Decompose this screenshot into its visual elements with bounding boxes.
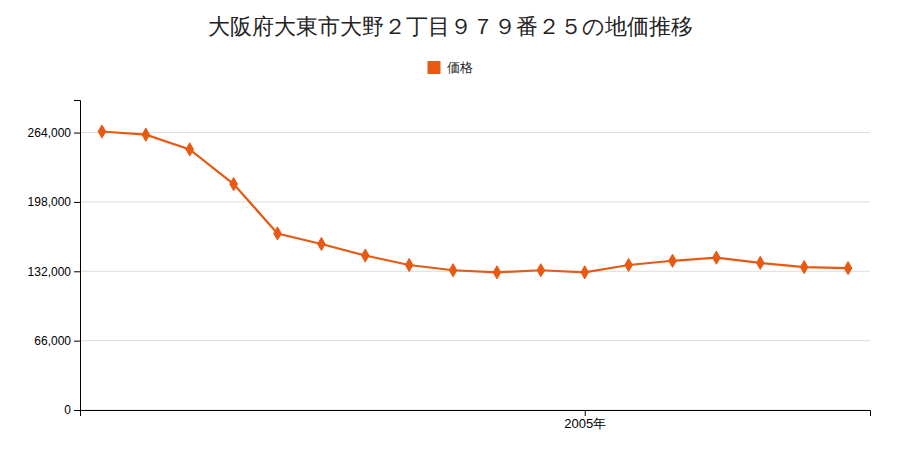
point — [844, 262, 852, 275]
plot: 0 66,000 132,000 198,000 264,000 2005年 — [28, 101, 871, 432]
point — [98, 125, 106, 138]
grid-line — [80, 340, 870, 341]
point — [361, 249, 369, 262]
point — [800, 261, 808, 274]
point — [274, 227, 282, 240]
y-tick-label: 198,000 — [28, 195, 72, 209]
x-axis-line — [81, 411, 871, 417]
grid-line — [80, 132, 870, 133]
point — [318, 237, 326, 250]
point — [142, 128, 150, 141]
y-axis-line — [74, 101, 81, 411]
x-tick: 2005年 — [564, 410, 606, 431]
y-tick-label: 66,000 — [34, 334, 71, 348]
y-tick: 198,000 — [28, 195, 80, 209]
y-tick-label: 0 — [64, 403, 71, 417]
point — [493, 266, 501, 279]
y-axis: 0 66,000 132,000 198,000 264,000 — [28, 101, 81, 418]
y-tick-mark — [74, 133, 80, 134]
point — [449, 264, 457, 277]
y-tick: 66,000 — [34, 334, 80, 348]
title: 大阪府大東市大野２丁目９７９番２５の地価推移 — [208, 14, 693, 39]
y-tick: 132,000 — [28, 265, 80, 279]
legend-item: 価格 — [428, 60, 473, 75]
x-axis: 2005年 — [81, 410, 871, 431]
point — [713, 251, 721, 264]
point — [581, 266, 589, 279]
point — [756, 256, 764, 269]
point — [669, 254, 677, 267]
y-tick-label: 264,000 — [28, 126, 72, 140]
y-tick: 0 — [64, 403, 80, 417]
legend-swatch — [428, 61, 441, 74]
legend: 価格 — [428, 60, 473, 75]
y-tick-mark — [74, 202, 80, 203]
point — [186, 143, 194, 156]
marks — [98, 125, 852, 279]
y-tick-mark — [74, 271, 80, 272]
chart: 大阪府大東市大野２丁目９７９番２５の地価推移 0 66,000 132,000 198,… — [0, 0, 900, 450]
point — [230, 177, 238, 190]
grid-line — [80, 201, 870, 202]
y-tick-label: 132,000 — [28, 265, 72, 279]
point — [537, 264, 545, 277]
y-tick: 264,000 — [28, 126, 80, 140]
line — [102, 132, 848, 273]
x-tick-mark — [585, 410, 586, 416]
legend-label: 価格 — [447, 60, 473, 75]
point — [405, 258, 413, 271]
y-tick-mark — [74, 341, 80, 342]
point — [625, 258, 633, 271]
x-tick-label: 2005年 — [564, 416, 606, 431]
y-tick-mark — [74, 410, 80, 411]
